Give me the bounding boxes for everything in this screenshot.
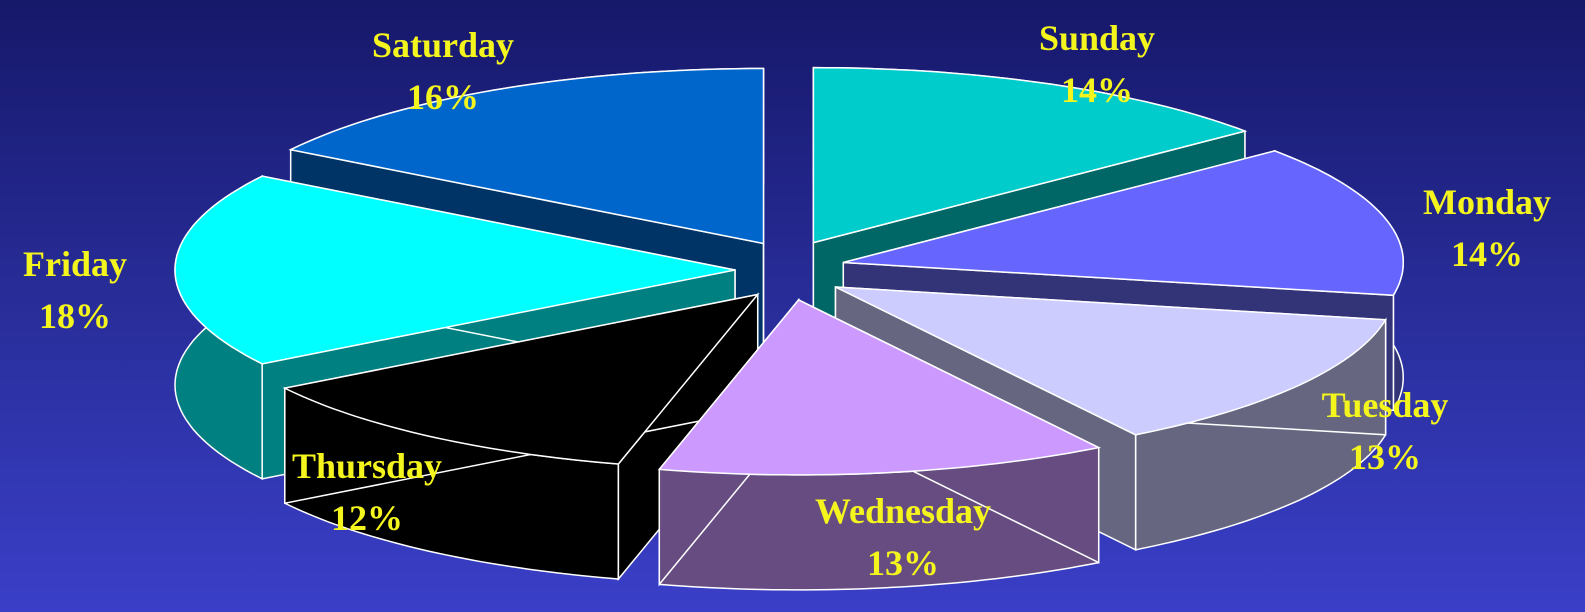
slice-name: Sunday [1038,18,1156,58]
slice-top-thursday [282,293,760,465]
slice-top-saturday [288,67,765,245]
slice-name: Tuesday [1321,385,1449,425]
slice-value: 16% [407,77,479,117]
label-saturday: Saturday 16% [372,19,514,123]
label-monday: Monday 14% [1423,176,1551,280]
slice-top-tuesday [835,286,1387,436]
slice-thursday [282,292,760,582]
label-thursday: Thursday 12% [292,440,442,544]
slice-name: Friday [23,244,127,284]
slice-value: 14% [1451,234,1523,274]
slice-value: 13% [866,543,939,583]
slice-top-friday [174,175,736,365]
label-tuesday: Tuesday 13% [1322,379,1449,483]
slice-value: 13% [1349,437,1421,477]
slice-value: 18% [39,296,111,336]
slice-name: Monday [1422,182,1552,222]
slice-name: Wednesday [814,491,992,531]
slice-name: Saturday [371,25,515,65]
slice-value: 14% [1061,70,1133,110]
label-friday: Friday 18% [23,238,127,342]
slice-name: Thursday [291,446,443,486]
label-sunday: Sunday 14% [1039,12,1155,116]
slice-top-wednesday [657,298,1102,476]
label-wednesday: Wednesday 13% [815,485,991,589]
slice-top-monday [843,150,1404,297]
slice-top-sunday [812,66,1248,244]
slice-wednesday [657,297,1102,591]
slice-value: 12% [330,498,403,538]
